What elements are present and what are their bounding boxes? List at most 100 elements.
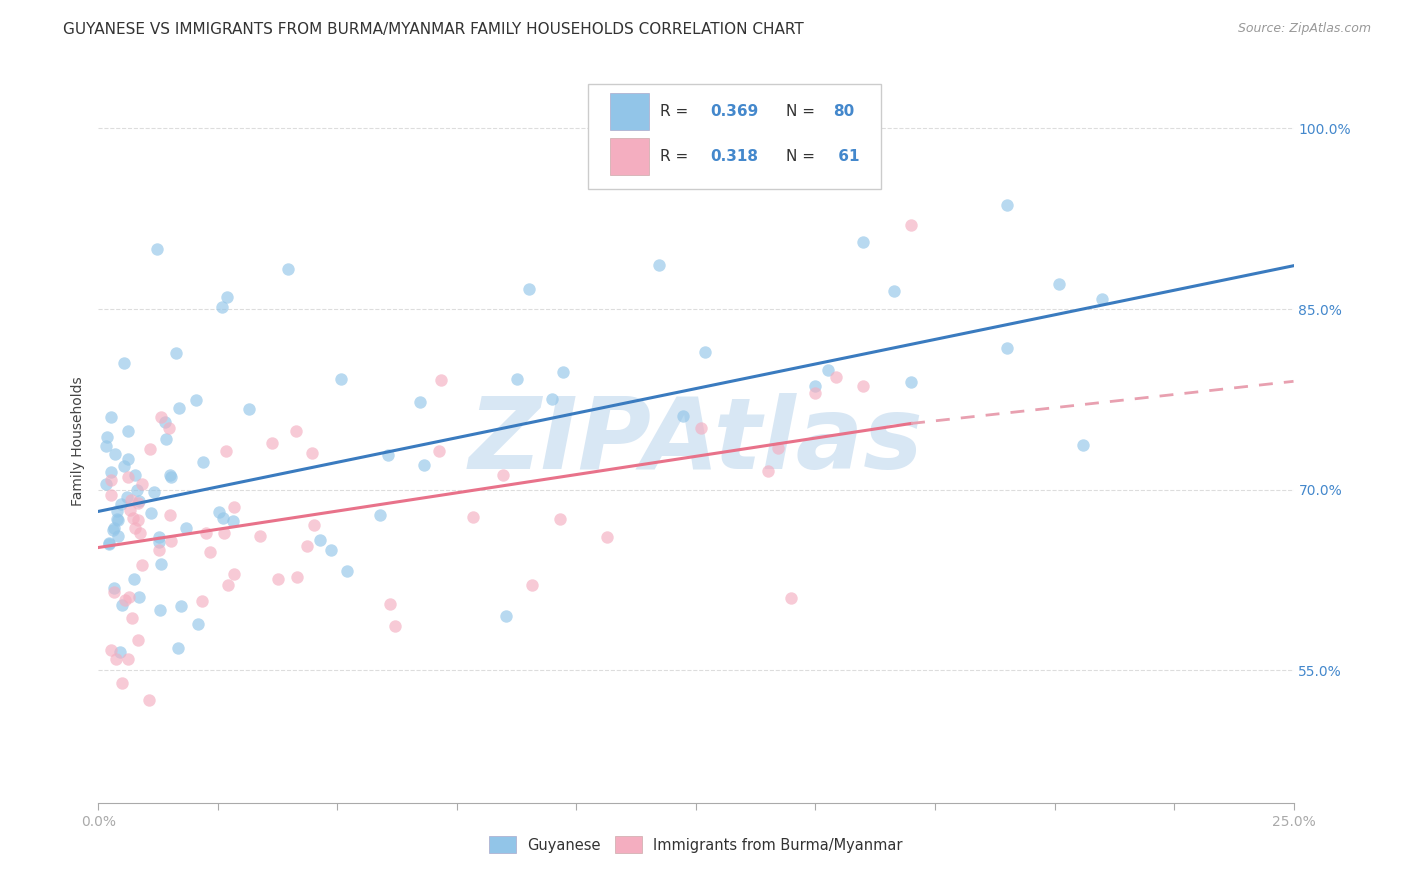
Point [120, 492, 142, 507]
Point [143, 485, 166, 500]
Point [101, 523, 124, 537]
Point [124, 521, 146, 535]
Point [368, 508, 391, 522]
Point [804, 379, 827, 393]
FancyBboxPatch shape [610, 137, 650, 176]
Point [160, 469, 183, 483]
Point [193, 455, 215, 469]
Point [222, 514, 245, 528]
Point [128, 494, 150, 508]
Point [551, 365, 574, 379]
Point [104, 652, 127, 666]
Point [118, 590, 141, 604]
Point [883, 285, 905, 299]
Point [212, 525, 235, 540]
Point [215, 444, 238, 458]
Point [107, 513, 129, 527]
Point [596, 530, 619, 544]
Point [120, 503, 142, 517]
Text: N =: N = [786, 104, 820, 120]
Point [463, 510, 485, 524]
Point [100, 409, 122, 424]
Point [110, 497, 132, 511]
Legend: Guyanese, Immigrants from Burma/Myanmar: Guyanese, Immigrants from Burma/Myanmar [482, 829, 910, 861]
Point [165, 346, 187, 360]
Point [900, 218, 922, 232]
Point [131, 558, 153, 573]
Point [117, 490, 139, 504]
Point [148, 535, 170, 549]
Point [155, 432, 177, 446]
Point [817, 363, 839, 377]
Point [319, 542, 342, 557]
Point [107, 529, 129, 543]
Point [127, 496, 149, 510]
Point [495, 608, 517, 623]
Text: ZIPAtlas: ZIPAtlas [468, 393, 924, 490]
Point [167, 640, 190, 655]
Point [128, 591, 150, 605]
Point [804, 385, 827, 400]
Y-axis label: Family Households: Family Households [70, 376, 84, 507]
Point [378, 598, 401, 612]
Point [141, 506, 163, 520]
Point [108, 645, 131, 659]
Point [550, 512, 572, 526]
Point [409, 394, 432, 409]
FancyBboxPatch shape [610, 93, 650, 130]
Point [146, 243, 169, 257]
Point [127, 483, 149, 497]
Point [97, 536, 120, 550]
Point [111, 676, 134, 690]
Text: N =: N = [786, 149, 820, 164]
Point [693, 344, 716, 359]
Point [377, 448, 399, 462]
Point [114, 592, 136, 607]
Point [267, 572, 290, 586]
Text: GUYANESE VS IMMIGRANTS FROM BURMA/MYANMAR FAMILY HOUSEHOLDS CORRELATION CHART: GUYANESE VS IMMIGRANTS FROM BURMA/MYANMA… [63, 22, 804, 37]
Point [301, 446, 323, 460]
Point [160, 533, 183, 548]
Point [277, 262, 299, 277]
Point [139, 442, 162, 456]
Point [127, 632, 149, 647]
FancyBboxPatch shape [589, 84, 882, 189]
Point [122, 510, 145, 524]
Point [212, 511, 235, 525]
Point [100, 643, 122, 657]
Point [127, 513, 149, 527]
Point [540, 392, 562, 406]
Point [766, 441, 789, 455]
Point [648, 258, 671, 272]
Point [995, 341, 1018, 355]
Point [121, 610, 143, 624]
Point [249, 529, 271, 543]
Point [336, 564, 359, 578]
Point [187, 617, 209, 632]
Point [492, 467, 515, 482]
Point [238, 401, 260, 416]
Point [308, 533, 330, 548]
Point [117, 652, 139, 666]
Point [995, 197, 1018, 211]
Point [112, 356, 135, 370]
Point [260, 435, 283, 450]
Text: 0.369: 0.369 [710, 104, 759, 120]
Point [148, 542, 170, 557]
Point [1073, 438, 1095, 452]
Point [170, 599, 193, 614]
Point [302, 518, 325, 533]
Point [150, 558, 173, 572]
Point [517, 282, 540, 296]
Point [1091, 292, 1114, 306]
Point [852, 235, 875, 249]
Point [100, 473, 122, 487]
Point [176, 521, 198, 535]
Point [103, 521, 125, 535]
Point [505, 371, 527, 385]
Point [295, 539, 318, 553]
Point [117, 469, 139, 483]
Point [100, 465, 122, 479]
Point [285, 570, 308, 584]
Point [117, 452, 139, 467]
